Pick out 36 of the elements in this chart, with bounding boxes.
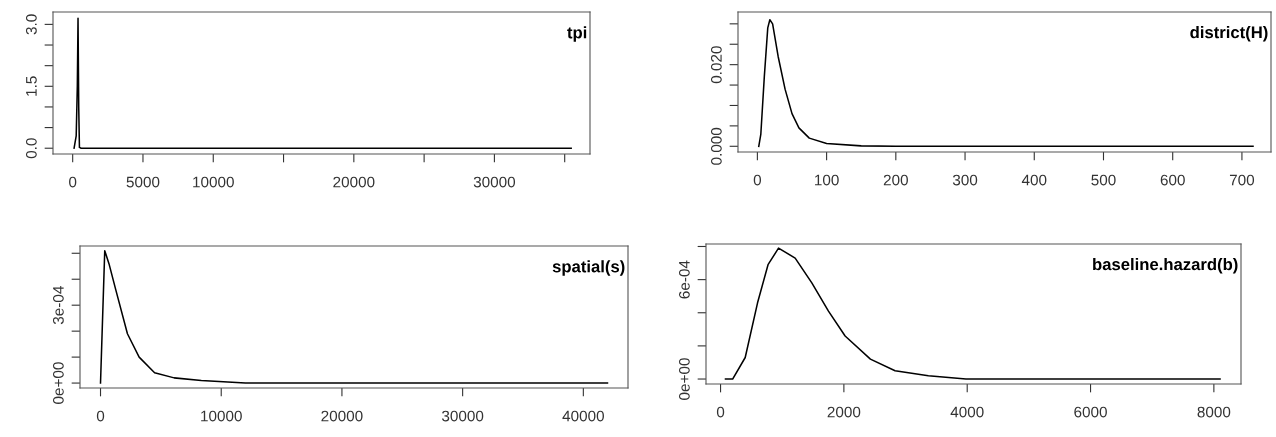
x-tick-label: 0 xyxy=(96,410,105,422)
x-tick-label: 400 xyxy=(1021,174,1047,186)
x-tick-label: 300 xyxy=(952,174,978,186)
x-tick-label: 40000 xyxy=(562,410,604,422)
x-tick-label: 30000 xyxy=(441,410,484,422)
text: district(H) xyxy=(1190,26,1268,42)
x-tick-label: 10000 xyxy=(201,410,242,422)
x-tick-label: 0 xyxy=(69,176,77,188)
y-tick-label: 0.020 xyxy=(710,46,722,84)
x-tick-label: 500 xyxy=(1091,174,1116,186)
x-tick-label: 30000 xyxy=(473,176,516,188)
x-tick-label: 0 xyxy=(753,174,762,186)
x-tick-label: 200 xyxy=(883,174,908,186)
x-tick-label: 700 xyxy=(1229,174,1255,186)
text: tpi xyxy=(567,26,587,42)
x-tick-label: 20000 xyxy=(333,176,375,188)
x-tick-label: 8000 xyxy=(1197,406,1231,418)
x-tick-label: 0 xyxy=(716,406,725,418)
y-tick-label: 3.0 xyxy=(25,14,37,35)
x-tick-label: 2000 xyxy=(827,406,861,418)
y-tick-label: 0.000 xyxy=(710,127,722,165)
x-tick-label: 5000 xyxy=(126,176,160,188)
x-tick-label: 10000 xyxy=(193,176,234,188)
y-tick-label: 0.0 xyxy=(25,138,37,159)
y-tick-label: 3e-04 xyxy=(52,286,64,325)
x-tick-label: 600 xyxy=(1160,174,1185,186)
x-tick-label: 100 xyxy=(815,174,839,186)
x-tick-label: 20000 xyxy=(321,410,363,422)
y-tick-label: 0e+00 xyxy=(678,358,690,400)
x-tick-label: 6000 xyxy=(1074,406,1107,418)
y-tick-label: 6e-04 xyxy=(678,260,690,299)
text: baseline.hazard(b) xyxy=(1093,258,1238,274)
y-tick-label: 1.5 xyxy=(26,76,37,96)
y-tick-label: 0e+00 xyxy=(52,362,64,404)
x-tick-label: 4000 xyxy=(950,406,984,418)
text: spatial(s) xyxy=(552,260,625,276)
